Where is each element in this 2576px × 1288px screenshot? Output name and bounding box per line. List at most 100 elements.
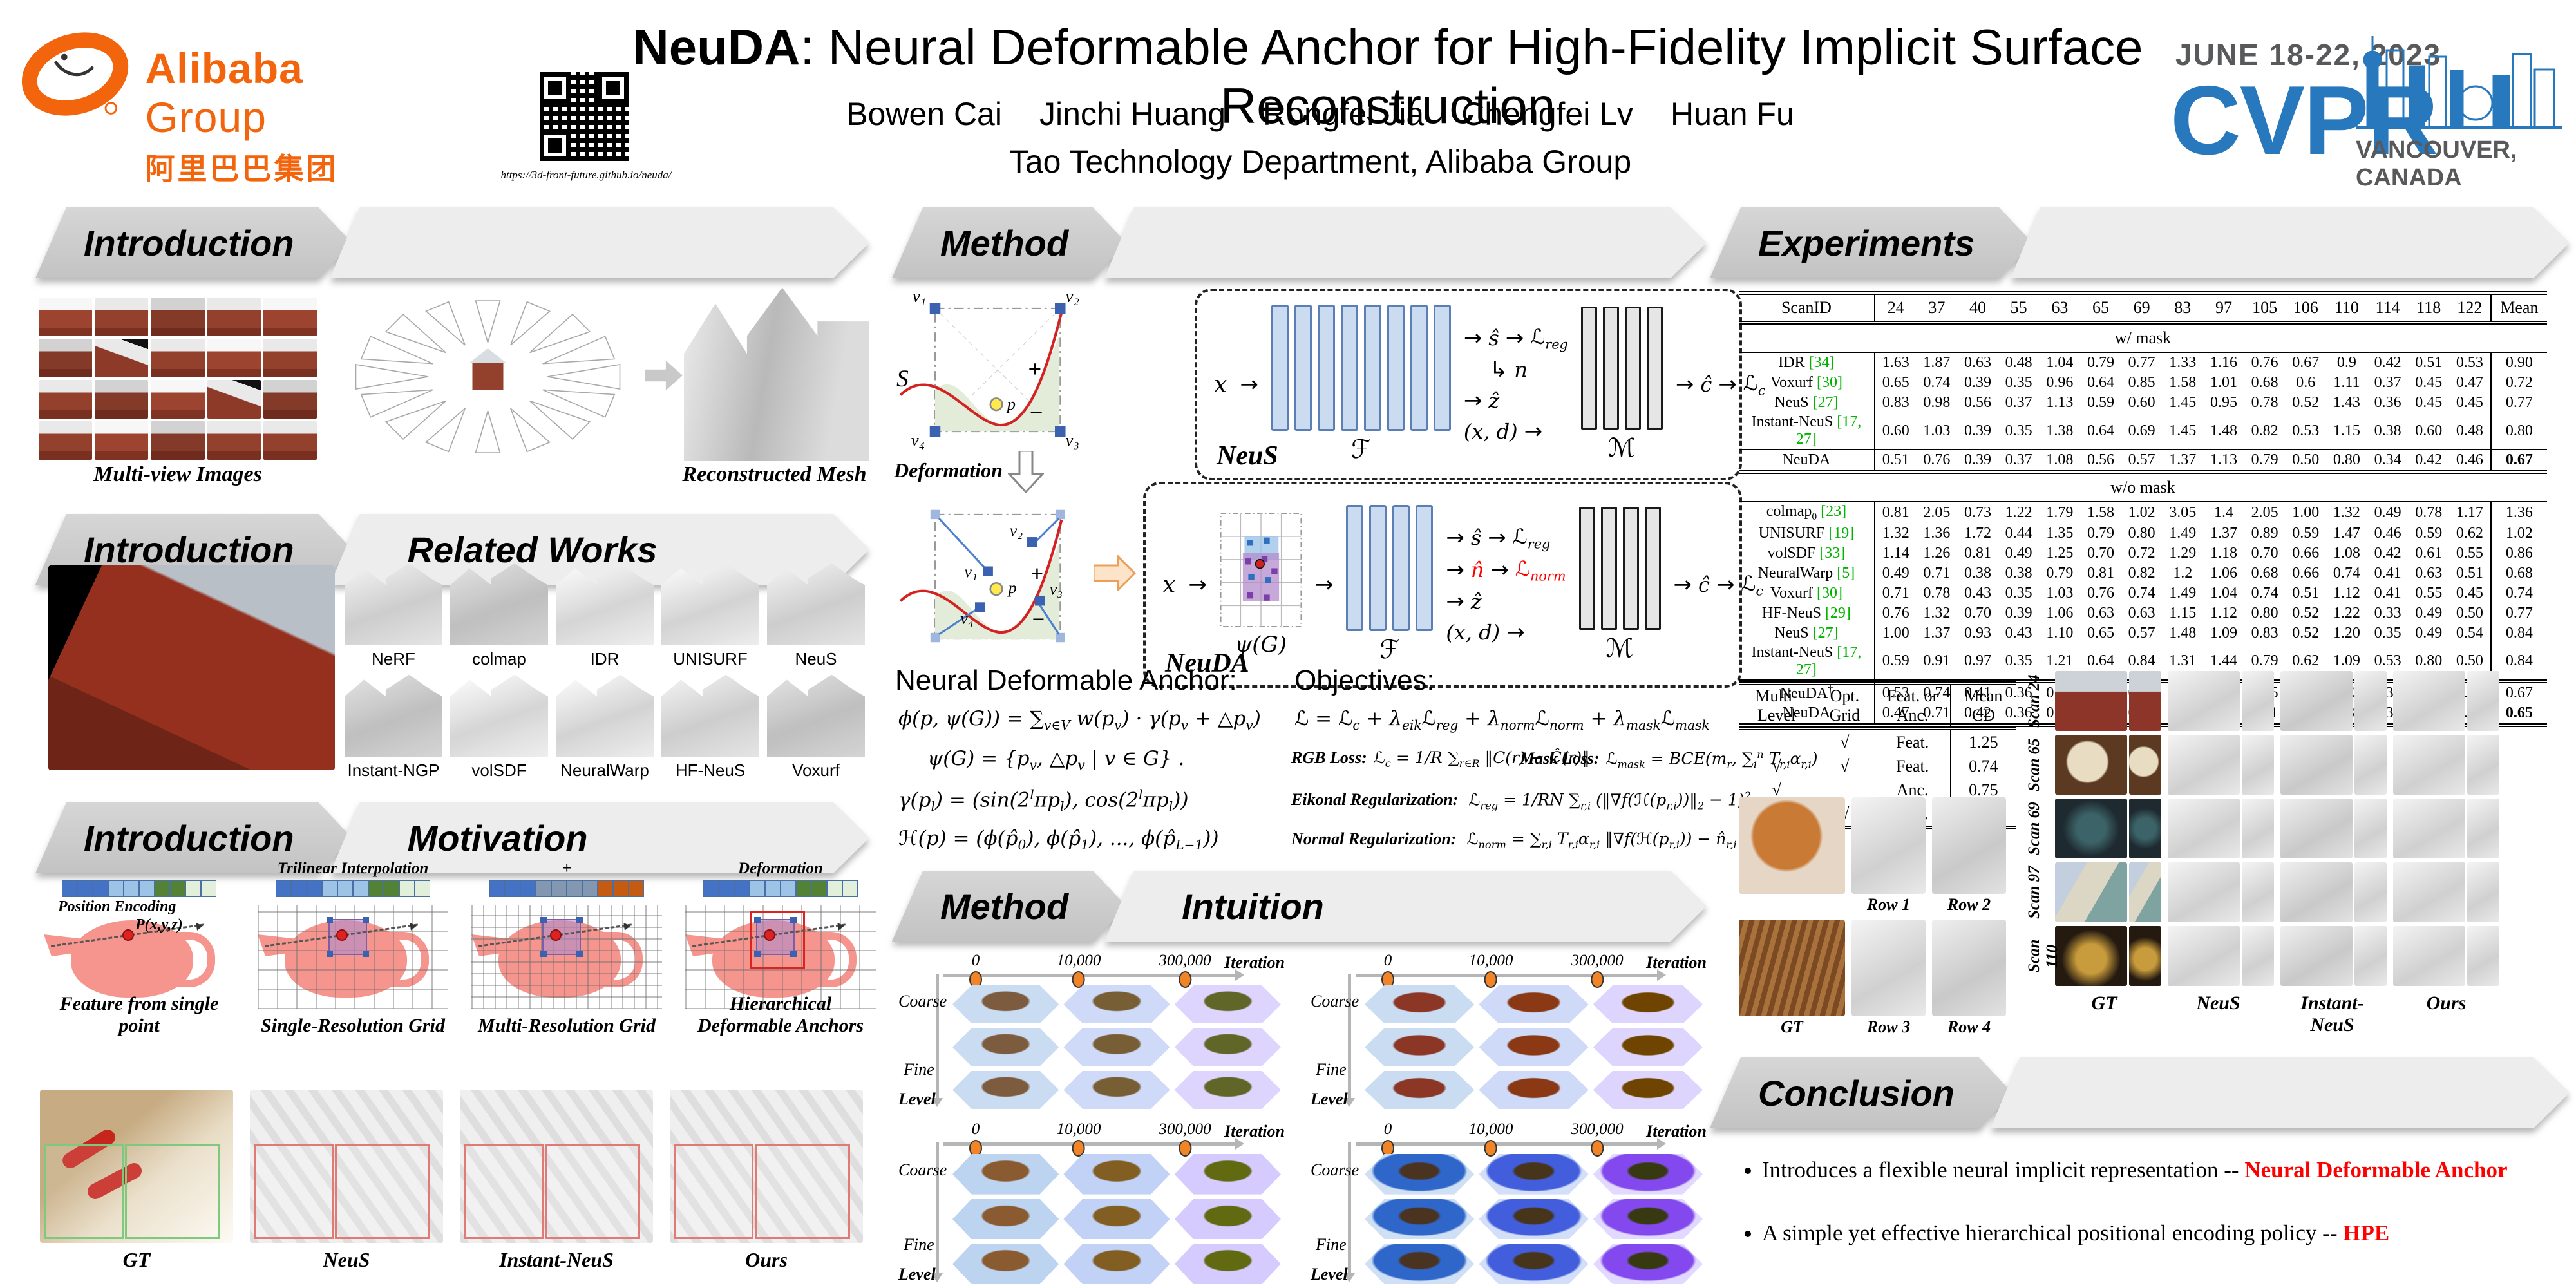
inset-image bbox=[2467, 735, 2499, 795]
instant-neus-figure: Instant-NeuS bbox=[460, 1090, 653, 1272]
multiview-thumbnail bbox=[151, 380, 205, 419]
cell-value: 0.71 bbox=[1923, 564, 1951, 582]
table-header-row: ScanID 24 37 40 55 63 65 69 83 97 105 106 110 114 118 1… bbox=[1739, 293, 2547, 325]
neuralwarp-mesh-image bbox=[556, 674, 654, 757]
gt-house-photo bbox=[48, 565, 335, 770]
cell-value: 0.82 bbox=[2251, 422, 2278, 439]
anchor-grid-diagram: v₁ v₂ v₃ v₄ p + − S bbox=[896, 290, 1079, 450]
ablation-column-header: Mean CD bbox=[1949, 683, 2016, 730]
cell-value: 1.12 bbox=[2210, 604, 2237, 621]
svg-text:−: − bbox=[1032, 607, 1045, 631]
related-work-label: volSDF bbox=[471, 761, 527, 780]
cell-value: 0.56 bbox=[1964, 394, 1991, 411]
objective-total-loss: ℒ = ℒc + λeikℒreg + λnormℒnorm + λmaskℒm… bbox=[1294, 707, 1710, 734]
deformation-down-arrow-icon bbox=[1008, 451, 1044, 493]
intuition-image-grid bbox=[1365, 1154, 1703, 1284]
motivation-annotation bbox=[39, 860, 240, 880]
intuition-figure: 0 10,000 300,000 Iteration Coarse Fine Level 0 1… bbox=[898, 952, 1707, 1288]
level-axis bbox=[931, 1142, 943, 1282]
cell-value: 1.16 bbox=[2210, 354, 2237, 371]
cell-value: 0.6 bbox=[2296, 374, 2316, 391]
multiview-thumbnail bbox=[39, 421, 93, 460]
sample-point-icon bbox=[764, 929, 775, 941]
cell-value: 0.79 bbox=[2046, 564, 2074, 582]
teddy-fur-closeup bbox=[1739, 920, 1845, 1016]
inset-image bbox=[2242, 926, 2274, 986]
cell-value: 0.79 bbox=[2087, 524, 2114, 542]
cell-value: 0.49 bbox=[2005, 544, 2032, 562]
hf-neus-mesh-image bbox=[661, 674, 759, 757]
cell-value: 0.37 bbox=[2005, 394, 2032, 411]
cell-mean: 0.90 bbox=[2490, 352, 2547, 373]
multiview-thumbnail bbox=[39, 380, 93, 419]
related-work-item: NeuralWarp bbox=[556, 673, 654, 781]
cell-value: 1.36 bbox=[1923, 524, 1951, 542]
mesh-image bbox=[2393, 862, 2465, 922]
scan-row-label: Scan 97 bbox=[2025, 866, 2043, 919]
inset-image bbox=[2467, 862, 2499, 922]
scan-column-labels: GT NeuS Instant-NeuS Ours bbox=[2025, 990, 2570, 1036]
intuition-image bbox=[1063, 1198, 1170, 1240]
cell-value: 0.45 bbox=[2415, 394, 2443, 411]
figure-image bbox=[250, 1090, 443, 1243]
idr-mesh-image bbox=[556, 563, 654, 645]
cell-value: 1.04 bbox=[2210, 584, 2237, 601]
cell-value: 0.49 bbox=[2374, 504, 2401, 521]
nda-eq-h: ℋ(p) = (ϕ(p̂0), ϕ(p̂1), ..., ϕ(p̂L−1)) bbox=[898, 827, 1219, 853]
multiview-image-grid bbox=[39, 298, 317, 460]
cell-value: 0.59 bbox=[1882, 652, 1909, 670]
cell-value: 2.05 bbox=[1923, 504, 1951, 521]
cell-value: 0.53 bbox=[2374, 652, 2401, 670]
ours-figure: Ours bbox=[670, 1090, 863, 1272]
iteration-axis-label: Iteration bbox=[1224, 1122, 1285, 1141]
cell-value: 0.81 bbox=[1964, 544, 1991, 562]
cell-value: 0.60 bbox=[2128, 394, 2155, 411]
method-name-cell: HF-NeuS [29] bbox=[1739, 603, 1875, 623]
iteration-tick: 0 bbox=[1381, 952, 1394, 988]
multiview-thumbnail bbox=[95, 380, 149, 419]
cell-value: 0.76 bbox=[2251, 354, 2278, 371]
gt-label: GT bbox=[1781, 1018, 1803, 1036]
cvpr-city: VANCOUVER, CANADA bbox=[2356, 137, 2517, 191]
cell-value: 0.34 bbox=[2367, 449, 2409, 472]
vancouver-skyline-icon bbox=[2356, 36, 2562, 129]
cell-value: 0.74 bbox=[2333, 564, 2360, 582]
scan-row-label: Scan 65 bbox=[2025, 738, 2043, 791]
multiview-thumbnail bbox=[207, 298, 261, 336]
cell-value: 1.33 bbox=[2169, 354, 2197, 371]
ablation-cell: Feat. bbox=[1895, 732, 1929, 752]
teddy-mesh-row3 bbox=[1852, 920, 1926, 1016]
cell-value: 0.57 bbox=[2121, 449, 2163, 472]
method-name-cell: NeuS [27] bbox=[1739, 393, 1875, 413]
gt-image bbox=[2055, 671, 2127, 731]
inset-image bbox=[2354, 735, 2387, 795]
figure-image bbox=[40, 1090, 233, 1243]
ablation-cell: Feat. bbox=[1895, 756, 1929, 775]
table-row: Voxurf [30] 0.65 0.74 0.39 0.35 0.96 0.64 0.85 1… bbox=[1739, 373, 2547, 393]
multiview-thumbnail bbox=[207, 421, 261, 460]
orange-arrow-icon bbox=[1094, 555, 1136, 591]
row4-label: Row 4 bbox=[1947, 1018, 1991, 1036]
cell-value: 0.48 bbox=[2005, 354, 2032, 371]
column-header: 97 bbox=[2203, 293, 2244, 325]
fine-label: Fine bbox=[1316, 1235, 1347, 1254]
iteration-axis bbox=[943, 1138, 1244, 1150]
cell-value: 0.79 bbox=[2244, 449, 2286, 472]
table-row: NeuS [27] 1.00 1.37 0.93 0.43 1.10 0.65 0.57 1.4… bbox=[1739, 623, 2547, 643]
cell-value: 3.05 bbox=[2169, 504, 2197, 521]
cell-mean: 1.02 bbox=[2490, 523, 2547, 544]
cell-value: 0.39 bbox=[1957, 449, 1998, 472]
cell-value: 0.51 bbox=[2456, 564, 2483, 582]
table-row: colmap0 [23] 0.81 2.05 0.73 1.22 1.79 1.58 1.02… bbox=[1739, 502, 2547, 524]
mesh-image bbox=[2168, 671, 2240, 731]
cell-value: 0.68 bbox=[2251, 564, 2278, 582]
cell-value: 0.35 bbox=[2005, 584, 2032, 601]
cell-value: 0.89 bbox=[2251, 524, 2278, 542]
intuition-image bbox=[952, 1154, 1059, 1195]
iteration-axis bbox=[1356, 1138, 1666, 1150]
dtu-results-table: ScanID 24 37 40 55 63 65 69 83 97 105 106 110 114 118 1… bbox=[1739, 291, 2547, 727]
cell-value: 0.64 bbox=[2087, 374, 2114, 391]
cell-value: 0.46 bbox=[2449, 449, 2491, 472]
multiview-thumbnail bbox=[263, 421, 317, 460]
gt-image bbox=[2055, 735, 2127, 795]
